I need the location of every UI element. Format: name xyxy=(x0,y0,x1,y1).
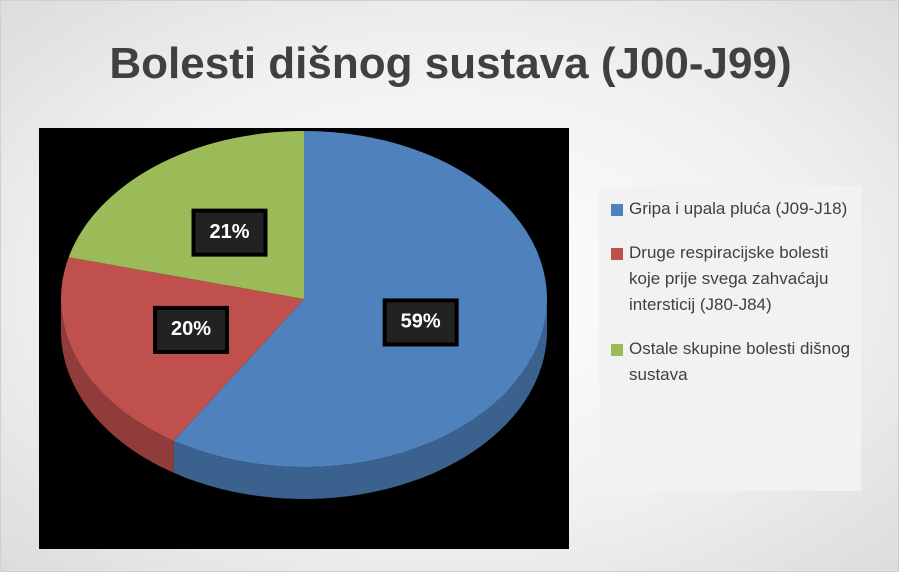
legend-swatch xyxy=(611,344,623,356)
legend-swatch xyxy=(611,204,623,216)
chart-title: Bolesti dišnog sustava (J00-J99) xyxy=(109,39,792,88)
legend-swatch xyxy=(611,248,623,260)
pie-slice xyxy=(68,131,304,299)
value-label-box xyxy=(191,208,268,257)
legend-item: Ostale skupine bolesti dišnog sustava xyxy=(611,336,851,388)
legend-item: Druge respiracijske bolesti koje prije s… xyxy=(611,240,851,318)
value-label: 59% xyxy=(401,311,441,333)
value-label: 20% xyxy=(171,318,211,340)
legend-label: Gripa i upala pluća (J09-J18) xyxy=(629,199,848,218)
value-label-box xyxy=(382,298,459,347)
legend-label: Druge respiracijske bolesti koje prije s… xyxy=(629,243,829,314)
pie-side xyxy=(61,299,174,473)
legend-item: Gripa i upala pluća (J09-J18) xyxy=(611,196,851,222)
legend-label: Ostale skupine bolesti dišnog sustava xyxy=(629,339,851,384)
pie-slice xyxy=(173,131,548,468)
value-label: 21% xyxy=(210,221,250,243)
value-label-box xyxy=(153,305,230,354)
legend: Gripa i upala pluća (J09-J18) Druge respi… xyxy=(599,186,861,491)
pie-side xyxy=(173,299,548,499)
